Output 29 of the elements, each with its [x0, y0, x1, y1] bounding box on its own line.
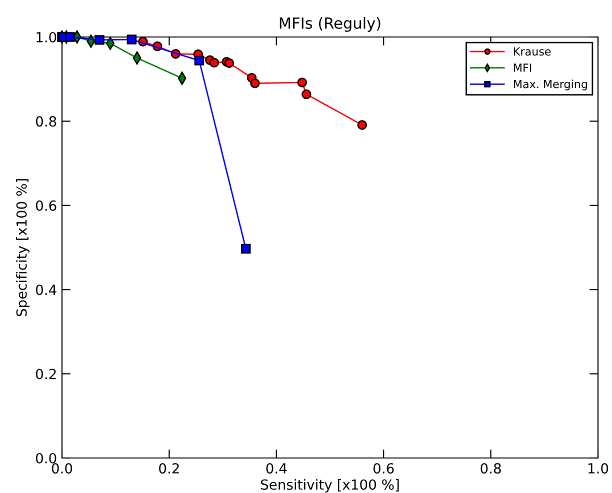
- y-tick-label: 0.0: [36, 452, 56, 464]
- y-tick-label: 0.4: [36, 284, 56, 296]
- point: [209, 58, 220, 68]
- x-tick-label: 0.2: [159, 463, 179, 474]
- point: [297, 78, 307, 88]
- y-axis-title: Specificity [x100 %]: [16, 179, 30, 316]
- point: [302, 89, 312, 100]
- point: [194, 56, 204, 66]
- y-tick-label: 0.8: [36, 116, 56, 127]
- point: [250, 78, 260, 88]
- point: [94, 35, 104, 45]
- chart-title: MFIs (Reguly): [280, 17, 380, 32]
- legend-label: MFI: [514, 64, 532, 72]
- x-tick-label: 0.8: [480, 463, 501, 474]
- x-tick-label: 0.6: [373, 463, 394, 474]
- x-axis-title: Sensitivity [x100 %]: [260, 479, 399, 493]
- y-tick-label: 1.0: [36, 32, 56, 42]
- point: [357, 120, 368, 130]
- x-tick-label: 0.0: [52, 463, 72, 474]
- point: [126, 34, 137, 44]
- point: [224, 58, 234, 68]
- x-tick-label: 0.4: [266, 463, 287, 474]
- x-tick-label: 1.0: [588, 463, 608, 474]
- legend-label: Krause: [514, 47, 551, 56]
- y-tick-label: 0.6: [36, 200, 56, 211]
- y-tick-label: 0.2: [36, 368, 56, 380]
- point: [65, 32, 75, 42]
- legend-label: Max. Merging: [514, 80, 587, 90]
- point: [240, 244, 251, 254]
